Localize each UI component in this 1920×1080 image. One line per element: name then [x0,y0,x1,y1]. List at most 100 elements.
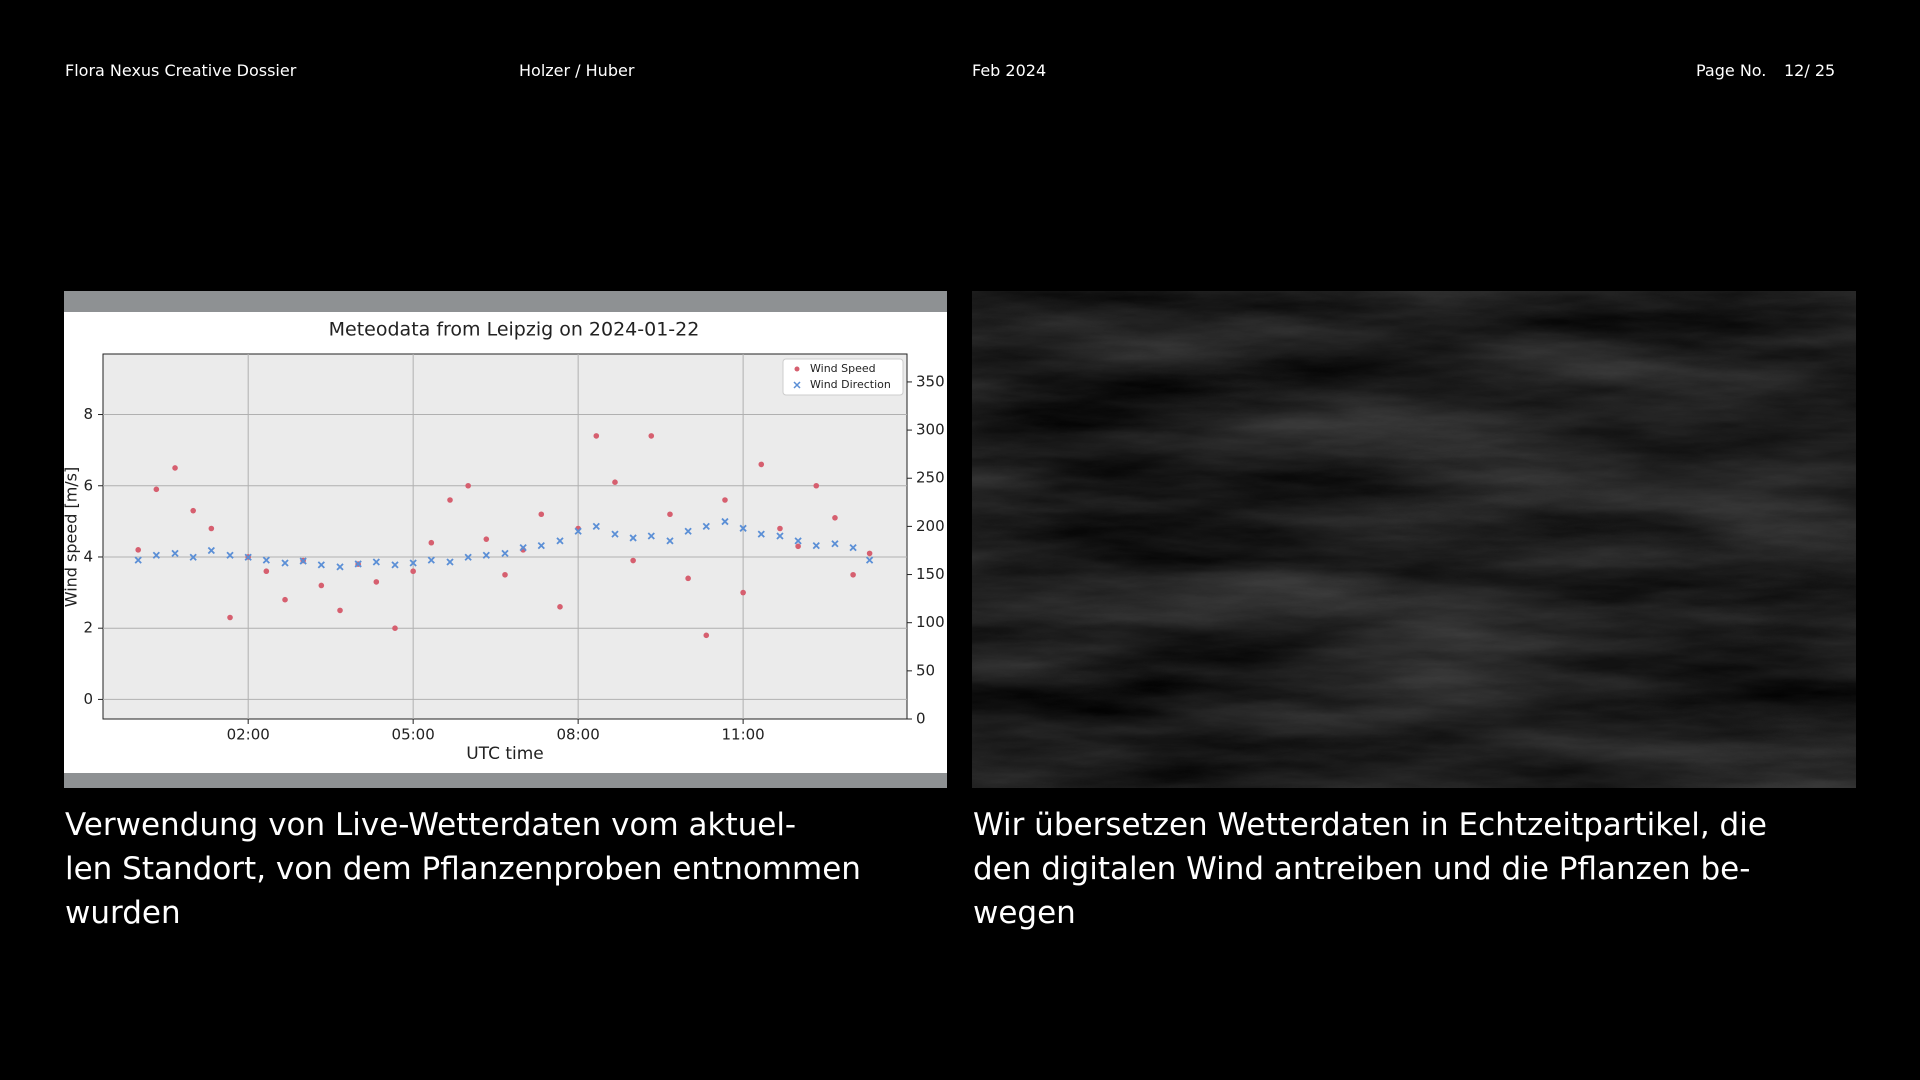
caption-line: wurden [65,895,181,931]
chart-title: Meteodata from Leipzig on 2024-01-22 [329,319,700,341]
legend-box [782,358,904,396]
header-date: Feb 2024 [972,61,1047,80]
y-axis-label: Wind speed [m/s] [62,467,81,608]
point [208,525,215,532]
plot-area [102,353,908,720]
point [317,561,325,569]
x-tick-label: 05:00 [392,726,435,744]
point [428,539,435,546]
point [556,537,564,545]
header-authors: Holzer / Huber [519,61,635,80]
point [446,558,454,566]
point [647,532,655,540]
point [757,530,765,538]
point [813,482,820,489]
point [611,530,619,538]
point [831,540,839,548]
legend-marker [793,381,801,389]
y-tick-label: 2 [83,619,93,637]
point [685,575,691,582]
point [244,553,252,561]
caption-line: Verwendung von Live-Wetterdaten vom aktu… [65,807,797,843]
point [134,556,142,564]
point [207,546,215,555]
caption-left: Verwendung von Live-Wetterdaten vom aktu… [65,803,925,935]
point [172,465,178,471]
point [721,517,729,526]
point [391,561,399,569]
y2-tick-label: 150 [916,565,945,583]
caption-line: len Standort, von dem Pflanzenproben ent… [65,851,861,887]
point [519,543,527,552]
caption-right: Wir übersetzen Wetterdaten in Echtzeitpa… [973,803,1833,935]
point [612,479,618,485]
y2-tick-label: 200 [916,517,945,535]
point [464,553,472,561]
header-title: Flora Nexus Creative Dossier [65,61,297,80]
point [171,549,179,557]
point [336,563,344,571]
y2-tick-label: 250 [916,469,945,487]
point [282,596,288,603]
point [776,532,784,540]
point [409,559,417,567]
legend-label: Wind Speed [810,362,876,375]
point [263,568,270,575]
point [410,568,416,575]
point [227,614,233,621]
point [794,537,802,545]
x-tick-label: 08:00 [557,726,600,744]
y2-tick-label: 350 [916,372,945,390]
point [337,607,343,614]
point [648,433,655,439]
wind-image [972,291,1856,788]
y2-tick-label: 0 [916,710,926,728]
y2-tick-label: 50 [916,661,935,679]
point [262,556,270,564]
point [850,571,856,578]
point [667,511,673,518]
caption-line: wegen [973,895,1076,931]
point [593,433,600,439]
point [152,551,160,559]
point [592,522,600,531]
point [372,558,380,566]
y-tick-label: 0 [83,690,93,708]
point [373,579,380,585]
point [354,560,362,568]
point [832,515,838,521]
point [281,559,289,567]
point [392,625,398,631]
point [483,536,490,542]
point [777,525,783,532]
point [758,461,765,468]
point [849,543,857,552]
point [465,482,471,489]
point [226,551,234,559]
point [630,557,636,564]
point [189,553,197,561]
point [702,522,710,531]
point [629,534,637,542]
point [812,542,820,550]
point [866,550,873,557]
point [153,486,160,493]
point [795,543,801,550]
point [502,571,508,578]
point [427,556,435,564]
legend-marker [794,366,800,372]
point [703,632,710,639]
point [739,524,747,532]
point [482,551,490,559]
point [722,497,728,503]
caption-line: Wir übersetzen Wetterdaten in Echtzeitpa… [973,807,1767,843]
image-texture [972,291,1856,788]
chart: Meteodata from Leipzig on 2024-01-22 UTC… [62,291,947,788]
y-tick-label: 8 [83,405,93,423]
legend-label: Wind Direction [810,378,891,391]
y-tick-label: 4 [83,547,93,565]
point [190,507,196,514]
header-page-label: Page No. [1696,61,1767,80]
caption-line: den digitalen Wind antreiben und die Pfl… [973,851,1751,887]
